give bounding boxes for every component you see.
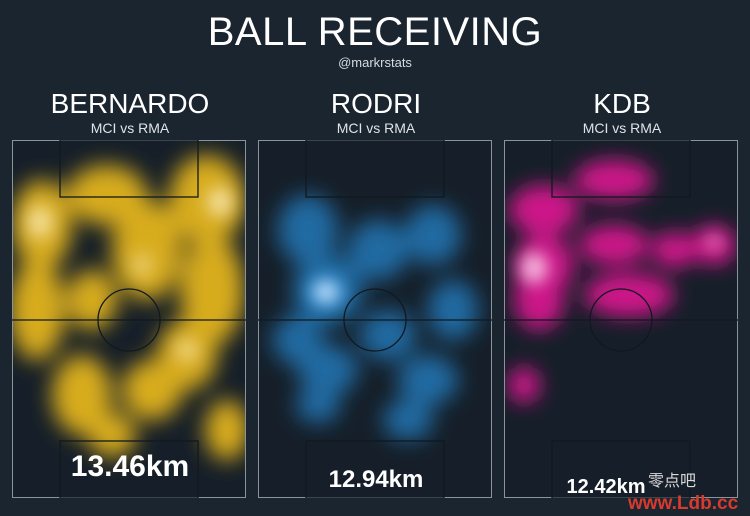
heatmap-pitch-kdb xyxy=(504,140,738,498)
heat-blobs-rodri xyxy=(273,195,478,440)
player-name-kdb: KDB xyxy=(593,88,651,119)
heatmap-pitch-bernardo xyxy=(12,140,246,498)
heatmap-pitch-rodri xyxy=(258,140,492,498)
heat-blobs-bernardo xyxy=(12,155,246,460)
heat-blobs-kdb xyxy=(508,160,736,403)
match-label-kdb: MCI vs RMA xyxy=(582,120,662,136)
distance-rodri: 12.94km xyxy=(328,466,424,493)
player-name-bernardo: BERNARDO xyxy=(50,88,210,119)
match-label-bernardo: MCI vs RMA xyxy=(90,120,170,136)
chart-title: BALL RECEIVING xyxy=(207,10,543,54)
pitch-lines-kdb xyxy=(504,140,738,498)
watermark-top: 零点吧 xyxy=(648,473,697,490)
match-label-rodri: MCI vs RMA xyxy=(336,120,416,136)
distance-bernardo: 13.46km xyxy=(70,450,190,483)
author-handle: @markrstats xyxy=(338,55,412,70)
watermark-bottom: www.Ldb.cc xyxy=(628,493,739,514)
distance-kdb: 12.42km xyxy=(566,476,646,498)
player-name-rodri: RODRI xyxy=(330,88,422,119)
pitch-lines-rodri xyxy=(258,140,492,498)
